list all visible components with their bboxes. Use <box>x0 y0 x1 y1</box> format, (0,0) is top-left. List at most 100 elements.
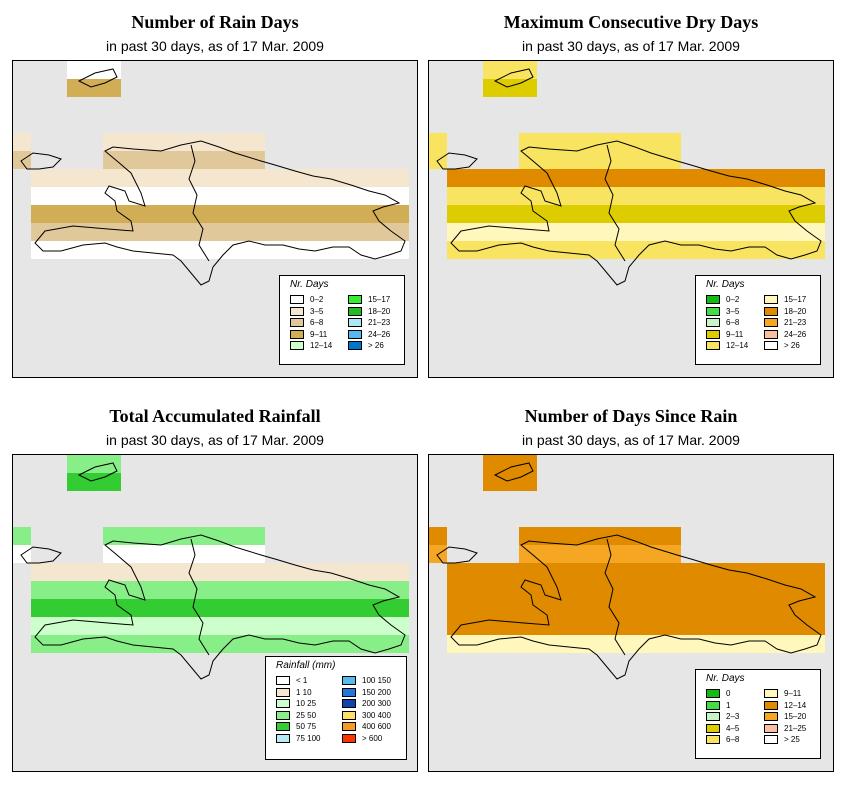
grid-cell <box>175 169 193 187</box>
grid-cell <box>753 635 771 653</box>
grid-cell <box>337 223 355 241</box>
grid-cell <box>519 223 537 241</box>
grid-cell <box>193 581 211 599</box>
grid-cell <box>247 133 265 151</box>
grid-cell <box>229 635 247 653</box>
grid-cell <box>211 151 229 169</box>
grid-cell <box>193 187 211 205</box>
legend-label: 100 150 <box>362 676 391 685</box>
grid-cell <box>301 205 319 223</box>
legend-title: Nr. Days <box>706 673 745 684</box>
legend-swatch <box>276 710 290 720</box>
legend-swatch <box>764 700 778 710</box>
grid-cell <box>49 187 67 205</box>
grid-cell <box>573 187 591 205</box>
grid-cell <box>465 581 483 599</box>
days-since-rain-map <box>429 455 825 680</box>
grid-cell <box>483 241 501 259</box>
grid-cell <box>465 187 483 205</box>
grid-cell <box>681 187 699 205</box>
grid-cell <box>555 151 573 169</box>
grid-cell <box>681 617 699 635</box>
grid-cell <box>627 617 645 635</box>
grid-cell <box>391 241 409 259</box>
legend-item: 15–20 <box>764 711 806 722</box>
legend-label: 15–17 <box>784 295 807 304</box>
grid-cell <box>157 133 175 151</box>
grid-cell <box>31 617 49 635</box>
grid-cell <box>283 187 301 205</box>
grid-cell <box>229 241 247 259</box>
grid-cell <box>67 473 85 491</box>
grid-cell <box>49 581 67 599</box>
grid-cell <box>157 599 175 617</box>
grid-cell <box>555 241 573 259</box>
legend-label: < 1 <box>296 676 308 685</box>
grid-cell <box>229 187 247 205</box>
legend-item: 6–8 <box>706 317 739 328</box>
grid-cell <box>681 635 699 653</box>
grid-cell <box>447 617 465 635</box>
grid-cell <box>717 563 735 581</box>
legend-item: 1 <box>706 700 730 711</box>
grid-cell <box>717 187 735 205</box>
legend-title: Rainfall (mm) <box>276 660 336 671</box>
map-frame <box>12 454 418 772</box>
grid-cell <box>31 635 49 653</box>
grid-cell <box>645 187 663 205</box>
grid-cell <box>717 617 735 635</box>
grid-cell <box>519 151 537 169</box>
island-outline <box>450 534 822 680</box>
legend-item: 24–26 <box>764 329 806 340</box>
grid-cell <box>103 61 121 79</box>
grid-cell <box>247 617 265 635</box>
grid-cell <box>31 187 49 205</box>
grid-cell <box>31 581 49 599</box>
rainfall-map <box>13 455 409 680</box>
grid-cell <box>247 187 265 205</box>
grid-cell <box>139 133 157 151</box>
grid-cell <box>85 599 103 617</box>
legend-item: 1 10 <box>276 687 312 698</box>
grid-cell <box>807 635 825 653</box>
grid-cell <box>573 599 591 617</box>
grid-cell <box>229 599 247 617</box>
grid-cell <box>193 545 211 563</box>
grid-cell <box>591 527 609 545</box>
grid-cell <box>699 617 717 635</box>
grid-cell <box>627 635 645 653</box>
grid-cell <box>175 205 193 223</box>
grid-cell <box>283 563 301 581</box>
grid-cell <box>337 563 355 581</box>
grid-cell <box>157 617 175 635</box>
grid-cell <box>699 205 717 223</box>
grid-cell <box>591 581 609 599</box>
grid-cell <box>681 599 699 617</box>
grid-cell <box>537 169 555 187</box>
grid-cell <box>211 205 229 223</box>
legend-swatch <box>276 733 290 743</box>
grid-cell <box>645 169 663 187</box>
grid-cell <box>265 599 283 617</box>
grid-cell <box>591 617 609 635</box>
grid-cell <box>717 169 735 187</box>
grid-cell <box>211 527 229 545</box>
grid-cell <box>501 223 519 241</box>
map-legend: Rainfall (mm) < 1 1 10 10 25 25 50 50 75 75 1… <box>265 656 407 760</box>
grid-cell <box>229 133 247 151</box>
legend-swatch <box>276 722 290 731</box>
legend-label: 12–14 <box>726 341 749 350</box>
grid-cell <box>121 223 139 241</box>
grid-cell <box>121 545 139 563</box>
map-legend: Nr. Days 0–2 3–5 6–8 9–11 12–14 15–17 18–20 21–… <box>279 275 405 365</box>
grid-cell <box>573 133 591 151</box>
grid-cell <box>663 563 681 581</box>
island-outline <box>450 140 822 286</box>
grid-cell <box>211 635 229 653</box>
grid-cell <box>645 241 663 259</box>
legend-item: 100 150 <box>342 675 391 686</box>
grid-cell <box>229 563 247 581</box>
legend-swatch <box>342 676 356 685</box>
grid-cell <box>465 617 483 635</box>
grid-cell <box>247 527 265 545</box>
